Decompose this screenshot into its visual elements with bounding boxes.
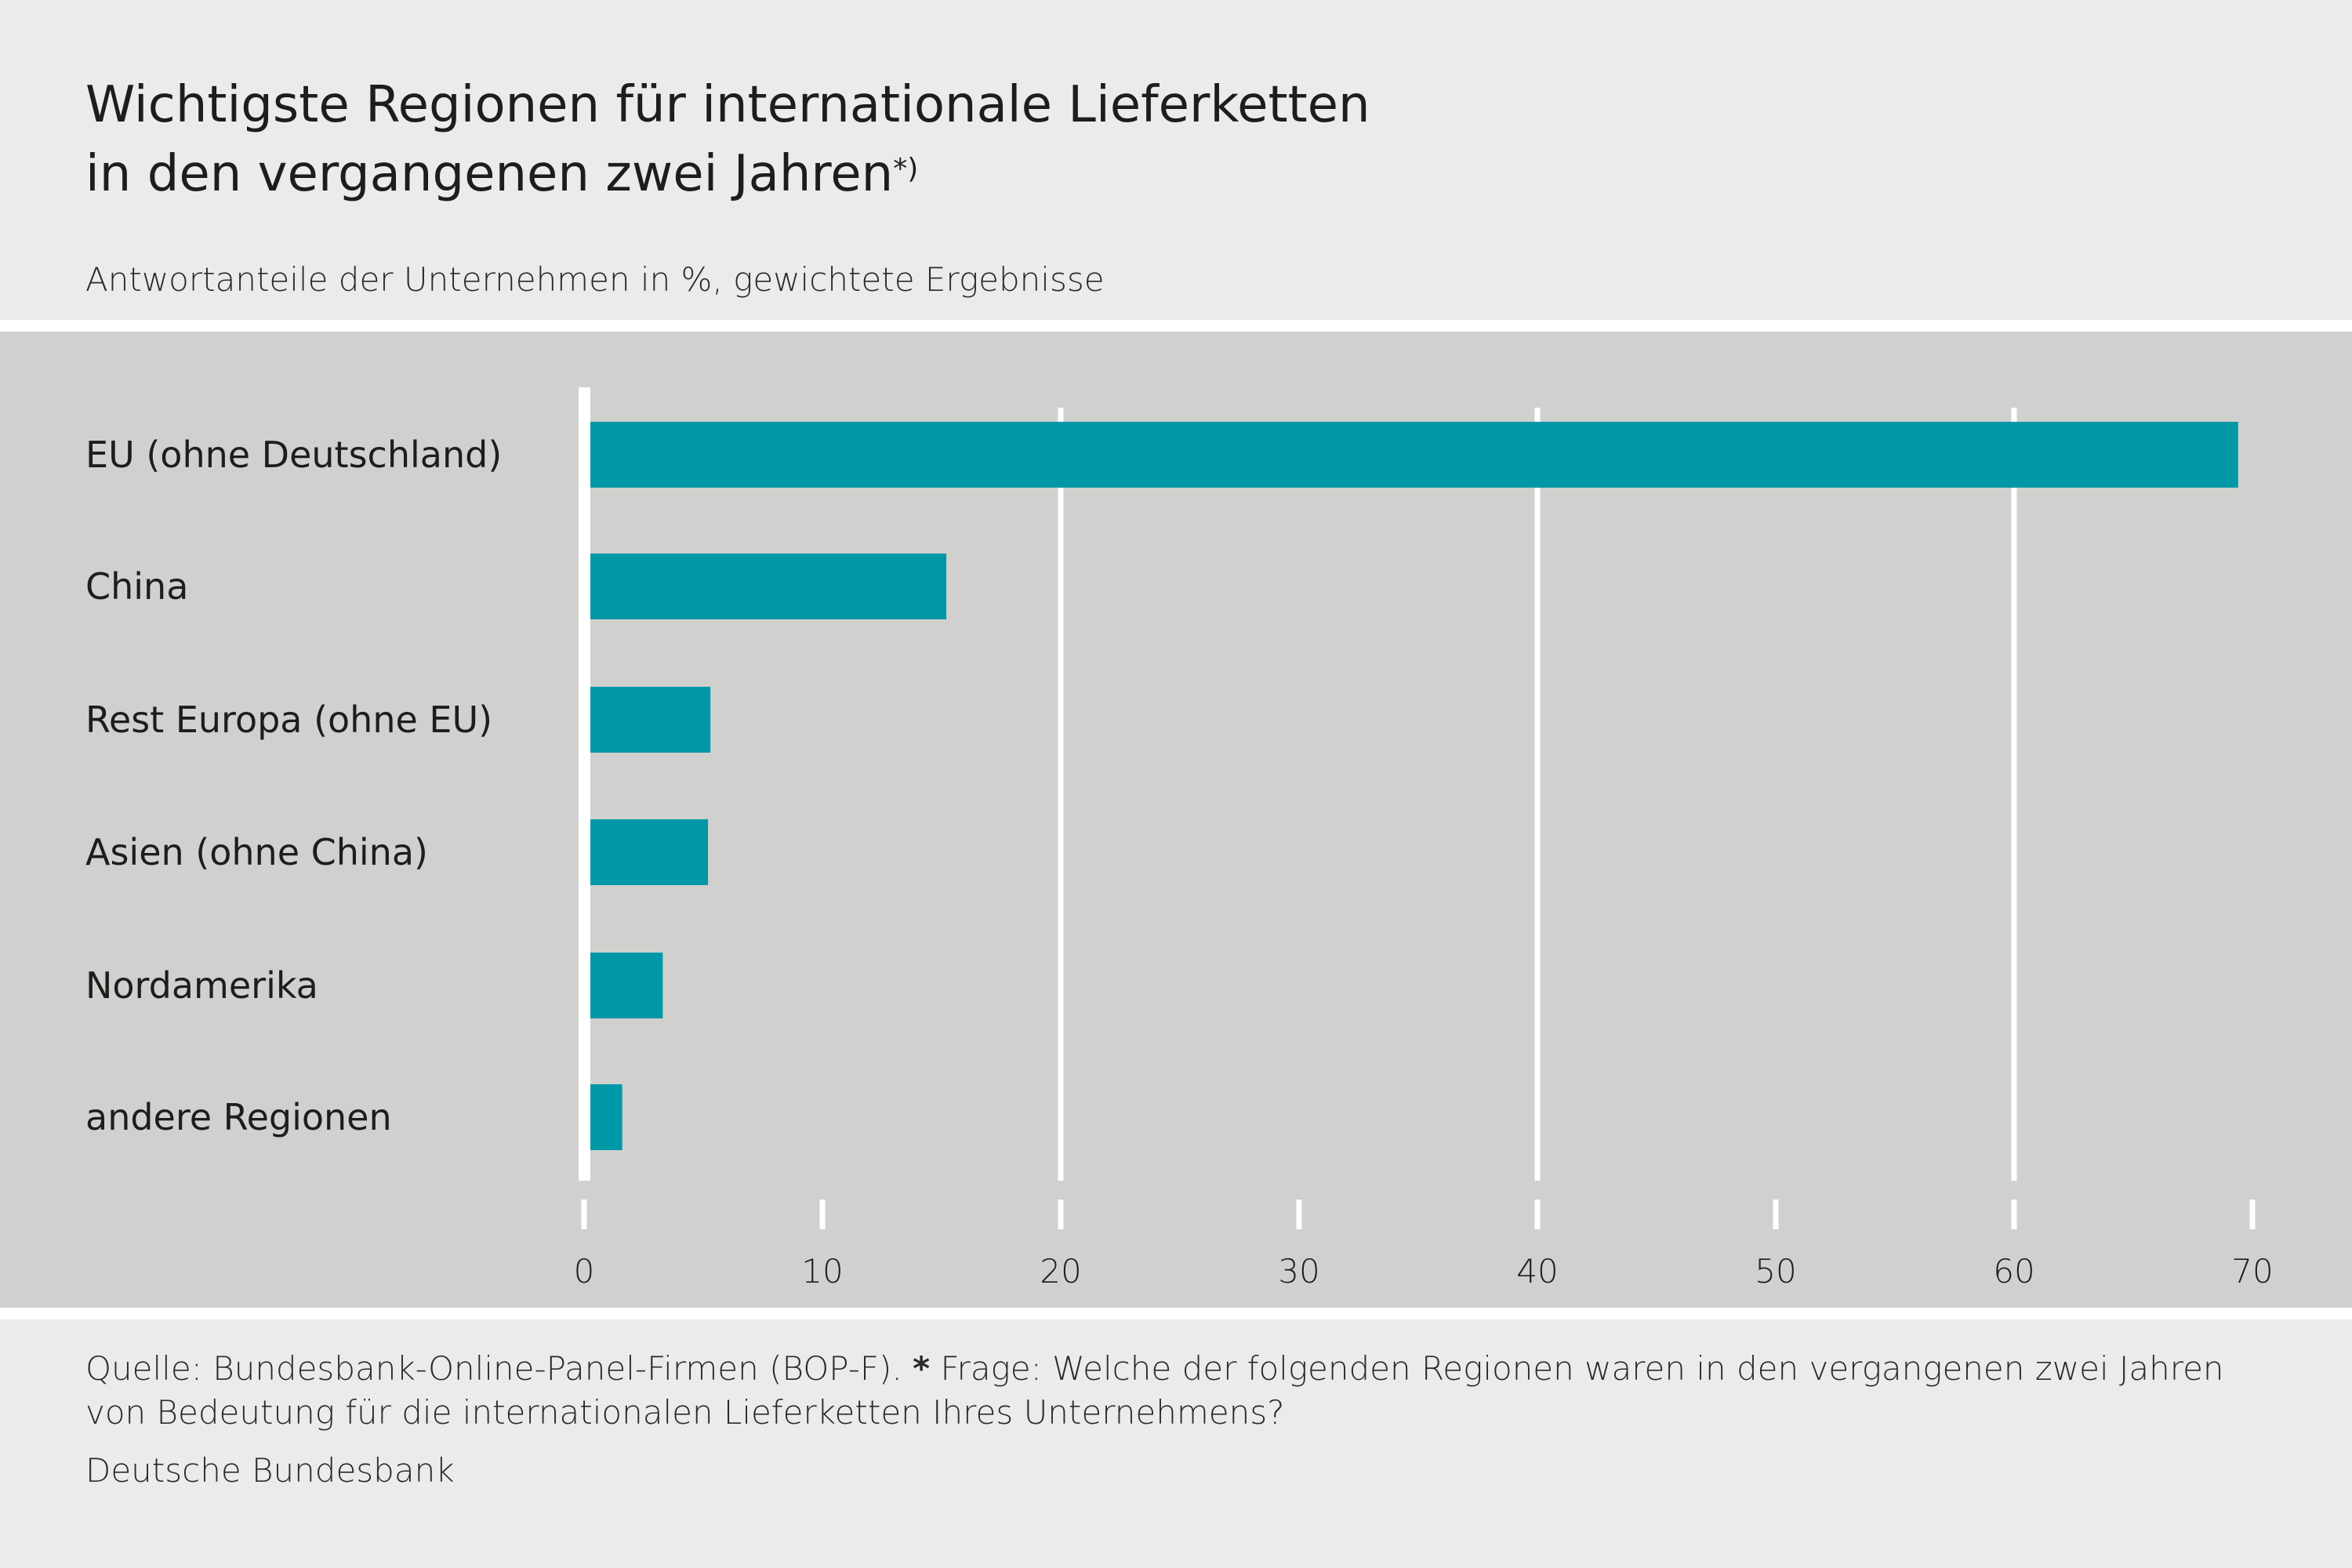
chart-title: Wichtigste Regionen für internationale L… [85, 71, 1370, 209]
x-tick-label: 0 [574, 1252, 595, 1290]
title-line-1: Wichtigste Regionen für internationale L… [85, 76, 1370, 134]
top-divider [0, 320, 2352, 332]
chart-panel [0, 332, 2352, 1308]
question-text: Frage: Welche der folgenden Regionen war… [940, 1349, 2224, 1388]
source-note: Quelle: Bundesbank-Online-Panel-Firmen (… [85, 1347, 2224, 1435]
gridline [1534, 408, 1541, 1181]
bar [590, 422, 2238, 488]
x-tick-mark [2011, 1200, 2017, 1229]
category-label: andere Regionen [85, 1096, 392, 1138]
bar [590, 554, 947, 619]
x-tick-label: 10 [801, 1252, 843, 1290]
bar [590, 687, 711, 753]
footnote-mark: *) [893, 153, 919, 185]
x-tick-mark [1534, 1200, 1541, 1229]
x-tick-mark [1058, 1200, 1064, 1229]
x-tick-mark [819, 1200, 826, 1229]
y-axis-line [579, 387, 590, 1181]
title-line-2: in den vergangenen zwei Jahren [85, 145, 894, 203]
source-text: Quelle: Bundesbank-Online-Panel-Firmen (… [85, 1349, 902, 1388]
x-tick-label: 30 [1278, 1252, 1319, 1290]
x-tick-mark [1773, 1200, 1779, 1229]
x-tick-mark [2249, 1200, 2256, 1229]
publisher: Deutsche Bundesbank [85, 1451, 455, 1490]
chart-subtitle: Antwortanteile der Unternehmen in %, gew… [85, 260, 1105, 299]
category-label: Rest Europa (ohne EU) [85, 699, 492, 741]
x-tick-label: 70 [2231, 1252, 2273, 1290]
category-label: EU (ohne Deutschland) [85, 434, 502, 476]
x-tick-label: 40 [1516, 1252, 1558, 1290]
x-tick-mark [1296, 1200, 1302, 1229]
category-label: Asien (ohne China) [85, 831, 428, 873]
category-label: China [85, 565, 188, 608]
bar [590, 953, 663, 1018]
x-tick-label: 50 [1755, 1252, 1796, 1290]
gridline [2011, 408, 2017, 1181]
source-star: * [913, 1349, 931, 1388]
x-tick-label: 20 [1040, 1252, 1081, 1290]
gridline [1058, 408, 1064, 1181]
x-tick-label: 60 [1993, 1252, 2034, 1290]
bar [590, 819, 709, 885]
question-text-2: von Bedeutung für die internationalen Li… [85, 1393, 1285, 1432]
category-label: Nordamerika [85, 964, 318, 1007]
bottom-divider [0, 1308, 2352, 1319]
x-tick-mark [581, 1200, 587, 1229]
bar [590, 1084, 622, 1150]
